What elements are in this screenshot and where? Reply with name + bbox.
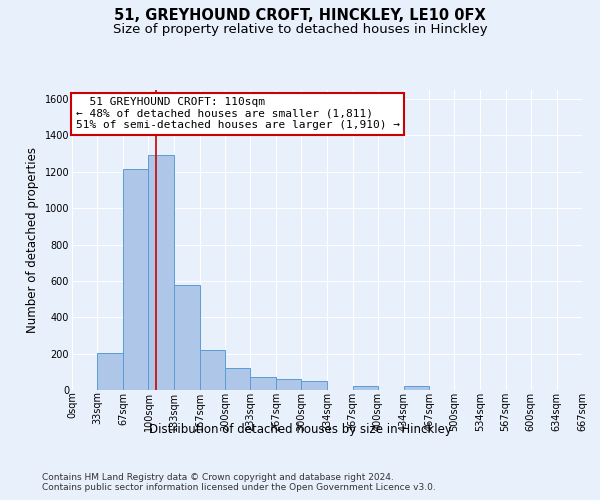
Y-axis label: Number of detached properties: Number of detached properties (26, 147, 39, 333)
Text: Size of property relative to detached houses in Hinckley: Size of property relative to detached ho… (113, 22, 487, 36)
Bar (301, 381, 328, 390)
Text: Contains public sector information licensed under the Open Government Licence v3: Contains public sector information licen… (42, 484, 436, 492)
Text: 51 GREYHOUND CROFT: 110sqm
← 48% of detached houses are smaller (1,811)
51% of s: 51 GREYHOUND CROFT: 110sqm ← 48% of deta… (76, 98, 400, 130)
Bar (173, 284, 200, 390)
Bar (225, 368, 250, 390)
Bar (148, 156, 173, 390)
Bar (200, 350, 225, 390)
Bar (404, 386, 429, 390)
Bar (97, 352, 123, 390)
Text: 51, GREYHOUND CROFT, HINCKLEY, LE10 0FX: 51, GREYHOUND CROFT, HINCKLEY, LE10 0FX (114, 8, 486, 22)
Bar (250, 378, 276, 390)
Bar (276, 379, 301, 390)
Text: Distribution of detached houses by size in Hinckley: Distribution of detached houses by size … (149, 422, 451, 436)
Bar (123, 169, 148, 390)
Bar (353, 386, 378, 390)
Text: Contains HM Land Registry data © Crown copyright and database right 2024.: Contains HM Land Registry data © Crown c… (42, 472, 394, 482)
